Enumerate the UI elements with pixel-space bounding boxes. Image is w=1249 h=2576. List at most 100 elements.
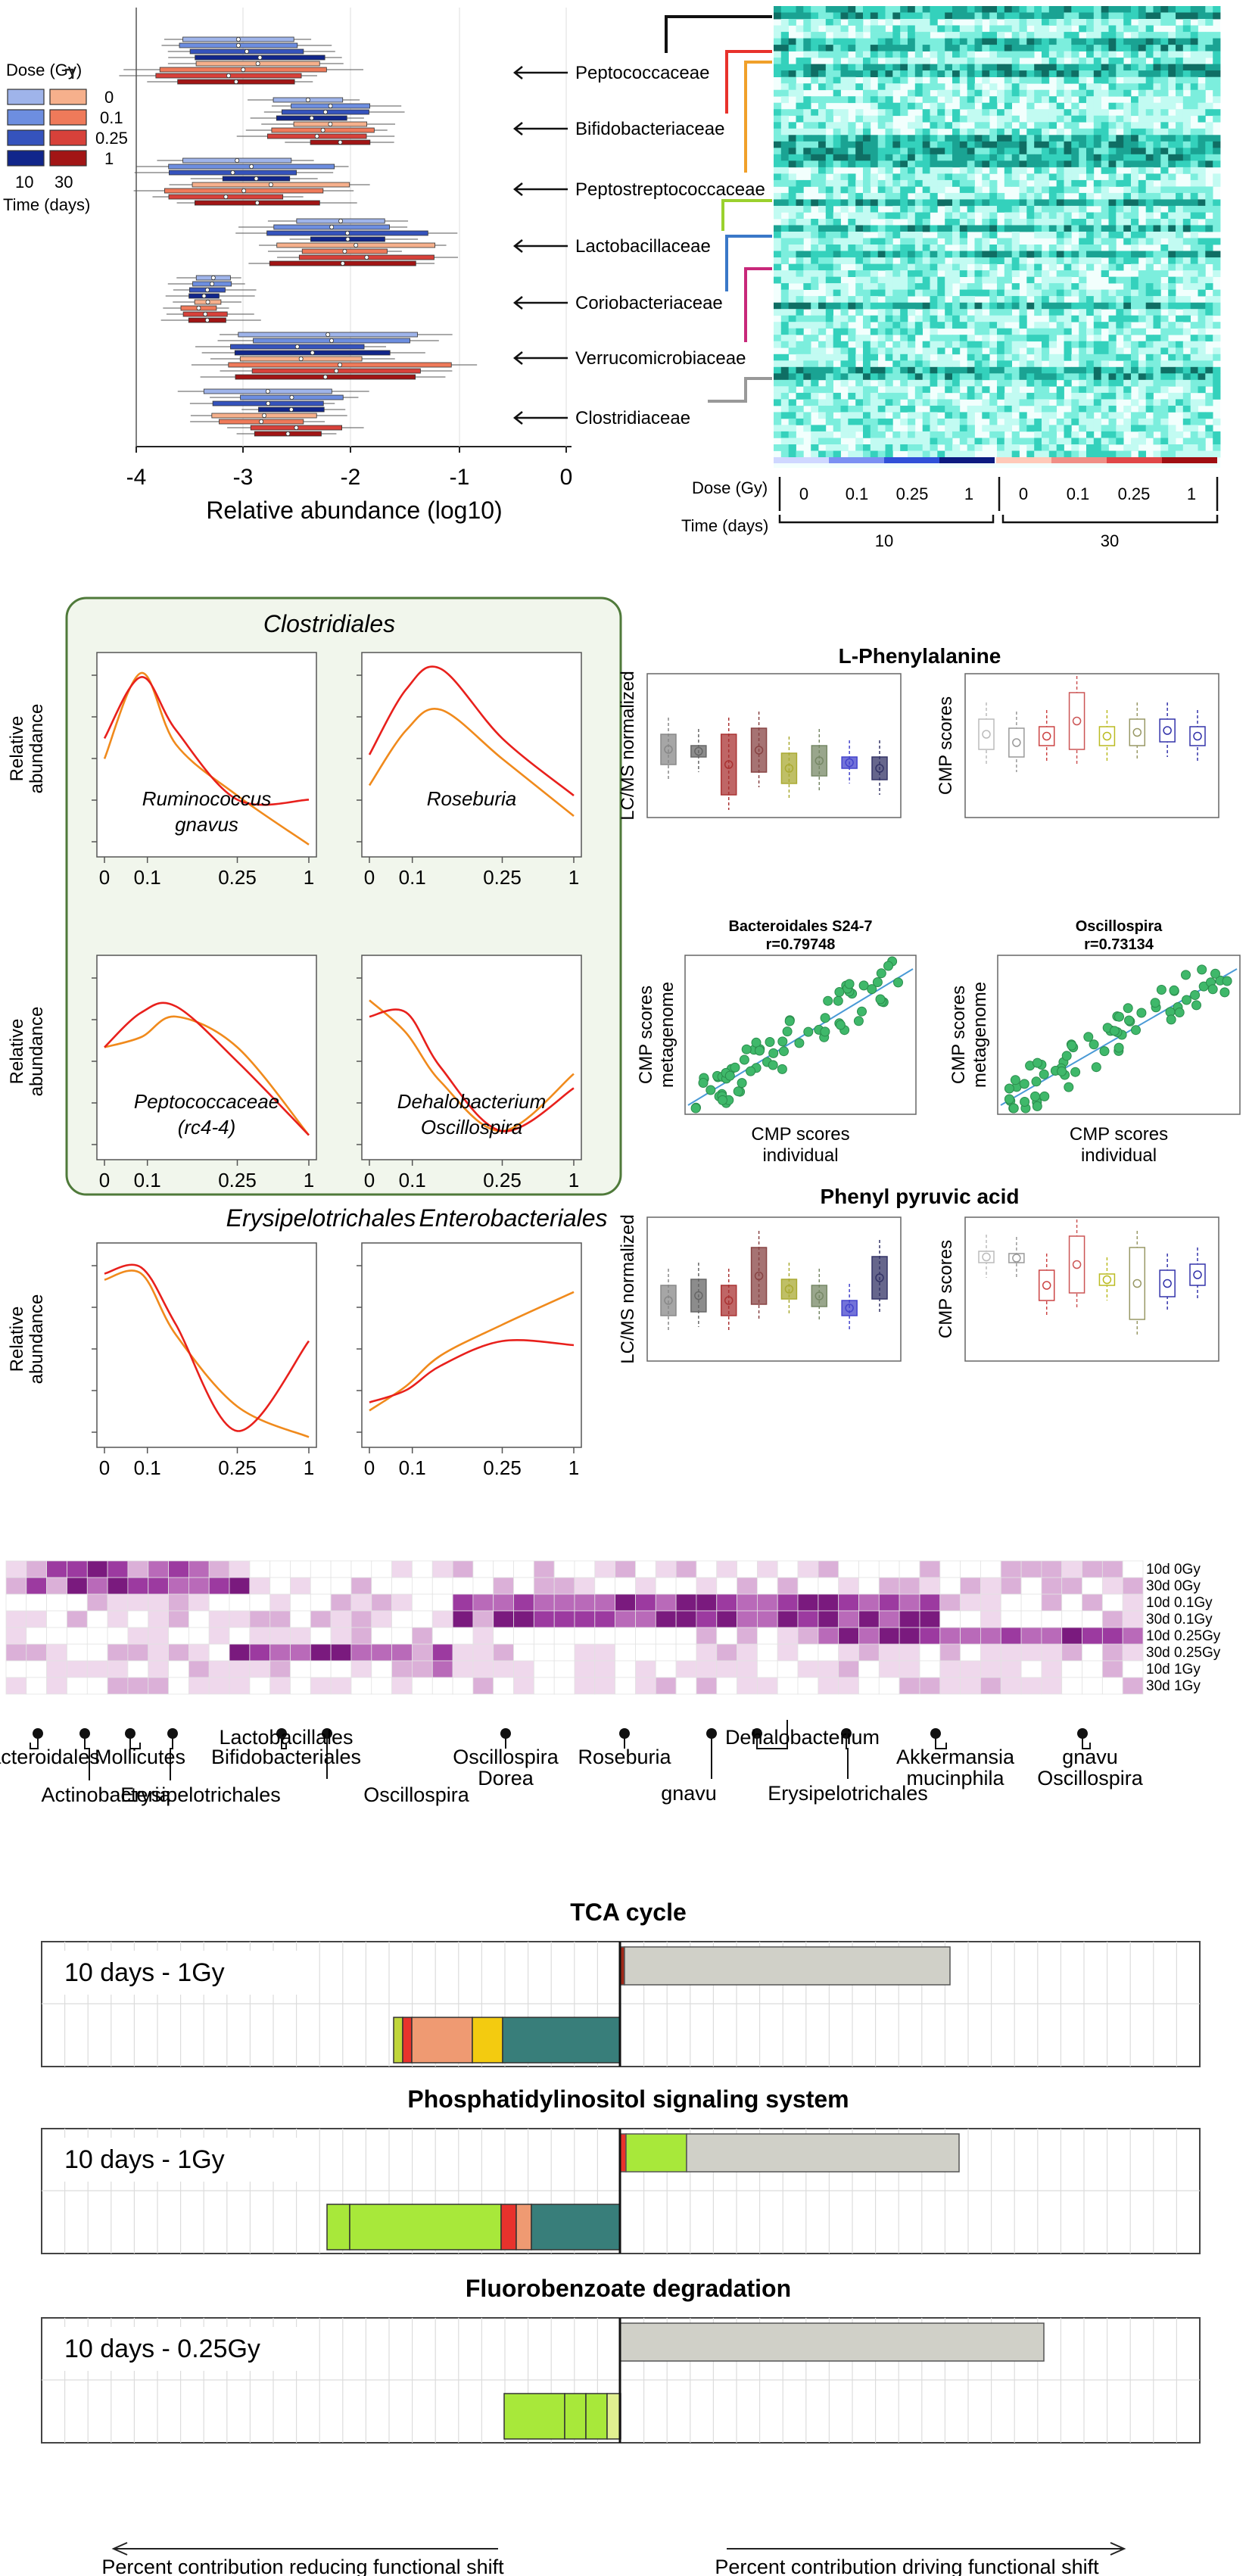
dose-bar [774, 457, 829, 463]
heatmap-cell [1168, 205, 1176, 213]
heatmap-cell [863, 373, 871, 381]
heatmap-cell [877, 341, 886, 348]
heatmap-cell [1123, 257, 1132, 264]
heatmap-cell [1086, 341, 1095, 348]
heatmap-cell [796, 366, 804, 374]
heatmap-cell [1168, 83, 1176, 91]
heatmap-cell [1026, 245, 1035, 251]
heatmap-cell [1071, 102, 1079, 110]
heatmap-cell [249, 1660, 271, 1678]
heatmap-cell [780, 12, 789, 20]
scatter-point [1181, 970, 1191, 980]
heatmap-cell [922, 366, 930, 374]
heatmap-cell [892, 160, 901, 168]
heatmap-cell [833, 64, 841, 71]
heatmap-cell [959, 289, 967, 297]
heatmap-cell [1019, 186, 1027, 194]
heatmap-cell [1168, 135, 1176, 142]
heatmap-cell [1086, 328, 1095, 335]
heatmap-cell [833, 270, 841, 277]
heatmap-cell [774, 12, 782, 20]
heatmap-cell [780, 360, 789, 368]
heatmap-cell [811, 296, 819, 303]
heatmap-cell [899, 1677, 920, 1695]
heatmap-cell [833, 135, 841, 142]
heatmap-cell [900, 167, 908, 174]
heatmap-cell [811, 450, 819, 458]
heatmap-cell [1004, 83, 1012, 91]
heatmap-cell [1071, 341, 1079, 348]
heatmap-cell [848, 245, 856, 251]
heatmap-cell [1064, 160, 1072, 168]
heatmap-cell [952, 89, 961, 97]
heatmap-cell [1176, 257, 1184, 264]
heatmap-cell [1190, 276, 1198, 284]
heatmap-cell [1086, 64, 1095, 71]
heatmap-cell [840, 412, 849, 419]
heatmap-cell [1153, 315, 1161, 322]
heatmap-cell [1086, 102, 1095, 110]
heatmap-cell [840, 360, 849, 368]
heatmap-cell [818, 309, 827, 316]
heatmap-cell [989, 418, 998, 425]
heatmap-cell [1160, 51, 1169, 58]
heatmap-cell [46, 1577, 67, 1595]
heatmap-cell [1019, 70, 1027, 77]
heatmap-cell [1093, 405, 1101, 413]
heatmap-cell [914, 122, 923, 129]
heatmap-cell [1116, 225, 1124, 232]
heatmap-cell [870, 102, 878, 110]
heatmap-cell [696, 1577, 718, 1595]
heatmap-cell [1108, 425, 1117, 432]
heatmap-cell [959, 335, 967, 342]
heatmap-cell [982, 154, 990, 161]
heatmap-cell [1108, 431, 1117, 438]
heatmap-cell [796, 379, 804, 387]
heatmap-cell [870, 154, 878, 161]
heatmap-cell [796, 289, 804, 297]
heatmap-cell [1048, 205, 1057, 213]
heatmap-cell [1086, 45, 1095, 51]
heatmap-cell [1086, 154, 1095, 161]
heatmap-cell [900, 186, 908, 194]
heatmap-cell [930, 167, 938, 174]
heatmap-cells [774, 6, 1221, 458]
heatmap-cell [908, 64, 916, 71]
heatmap-cell [1056, 354, 1064, 361]
heatmap-cell [1056, 38, 1064, 45]
scatter-point [820, 1013, 830, 1023]
heatmap-time: 10 [875, 531, 893, 550]
bar-segment [326, 2204, 350, 2250]
box-rect [780, 1279, 798, 1300]
heatmap-cell [1176, 347, 1184, 355]
heatmap-cell [1034, 450, 1042, 458]
heatmap-cell [982, 173, 990, 181]
heatmap-cell [855, 45, 864, 51]
heatmap-cell [877, 373, 886, 381]
label-background [53, 1951, 303, 1995]
heatmap-cell [290, 1593, 311, 1612]
heatmap-cell [107, 1627, 129, 1645]
heatmap-cell [1042, 6, 1050, 13]
scatter-point [1010, 1075, 1020, 1086]
heatmap-cell [780, 276, 789, 284]
heatmap-cell [1019, 302, 1027, 310]
heatmap-cell [908, 212, 916, 220]
heatmap-cell [952, 83, 961, 91]
heatmap-cell [1190, 418, 1198, 425]
heatmap-cell [1145, 347, 1154, 355]
heatmap-cell [914, 115, 923, 123]
heatmap-cell [945, 263, 953, 271]
heatmap-cell [1190, 83, 1198, 91]
heatmap-cell [811, 122, 819, 129]
heatmap-cell [1213, 392, 1221, 400]
heatmap-cell [945, 379, 953, 387]
heatmap-cell [1145, 257, 1154, 264]
heatmap-cell [127, 1643, 149, 1662]
heatmap-cell [908, 399, 916, 406]
heatmap-cell [863, 263, 871, 271]
red-curve [369, 1339, 575, 1403]
heatmap-cell [1182, 32, 1191, 39]
heatmap-cell [840, 283, 849, 290]
heatmap-cell [959, 232, 967, 238]
